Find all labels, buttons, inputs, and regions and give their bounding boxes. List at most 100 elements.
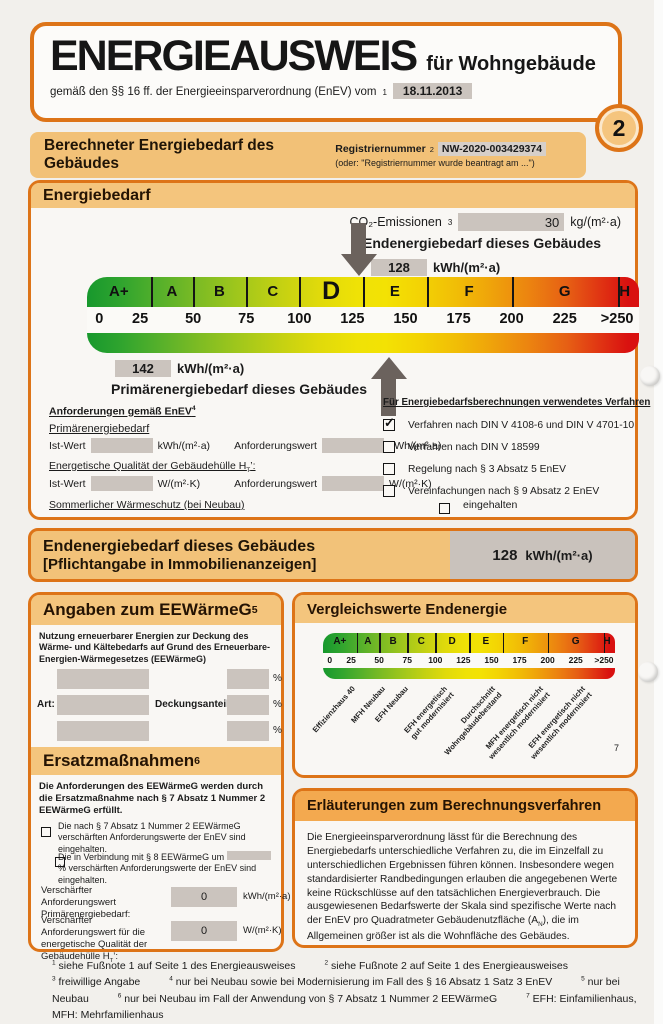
endenergie-arrow-head-icon <box>341 254 377 276</box>
law-footnote-mark: 1 <box>382 88 387 97</box>
punch-hole <box>638 662 658 682</box>
primaer-value-row: 142 kWh/(m²·a) <box>115 360 244 377</box>
eewaermeg-box: Angaben zum EEWärmeG 5 Nutzung erneuerbar… <box>28 592 291 964</box>
ersatz-percent-field[interactable] <box>226 851 271 860</box>
unit: W/(m²·K) <box>157 477 201 490</box>
primaer-arrow-icon <box>381 378 396 416</box>
ersatz-check1-label: Die nach § 7 Absatz 1 Nummer 2 EEWärmeG … <box>58 821 246 854</box>
pflicht-line2: [Pflichtangabe in Immobilienanzeigen] <box>43 556 317 573</box>
vergleich-header: Vergleichswerte Endenergie <box>295 595 635 623</box>
ersatz-desc: Die Anforderungen des EEWärmeG werden du… <box>39 781 266 816</box>
punch-hole <box>640 366 660 386</box>
scale-tick: 75 <box>238 311 255 327</box>
footnote: 1 siehe Fußnote 1 auf Seite 1 des Energi… <box>52 959 296 973</box>
eingehalten-label: eingehalten <box>463 499 518 511</box>
page-number: 2 <box>612 114 626 141</box>
eewaermeg-desc: Nutzung erneuerbarer Energien zur Deckun… <box>39 631 271 664</box>
ersatz-checkbox-1[interactable] <box>41 826 51 837</box>
energiebedarf-header: Energiebedarf <box>31 183 635 208</box>
anforderungswert-label: Anforderungswert <box>234 477 318 490</box>
scale-class-label: B <box>214 283 225 300</box>
primaer-value-field: 142 <box>115 360 171 377</box>
primaer-anforderung-field[interactable] <box>321 438 384 453</box>
co2-value-field[interactable]: 30 <box>458 213 565 231</box>
ersatz-row1-field[interactable]: 0 <box>171 887 237 907</box>
scale-class-label: E <box>389 283 400 300</box>
ist-label: Ist-Wert <box>49 477 86 490</box>
sommer-label: Sommerlicher Wärmeschutz (bei Neubau) <box>49 499 245 511</box>
scale-class-label: H <box>619 283 631 300</box>
eewaermeg-art-field[interactable] <box>57 669 149 689</box>
registry-number-field[interactable]: NW-2020-003429374 <box>437 142 547 156</box>
primaer-unit: kWh/(m²·a) <box>177 361 245 376</box>
footnote: 6 nur bei Neubau im Fall der Anwendung v… <box>117 992 498 1005</box>
vergleich-lower-band <box>323 668 615 679</box>
percent-sign: % <box>273 673 282 684</box>
pflicht-unit: kWh/(m²·a) <box>525 547 593 563</box>
footnote: 2 siehe Fußnote 2 auf Seite 1 des Energi… <box>324 959 568 973</box>
huelle-anforderung-field[interactable] <box>322 476 385 491</box>
energy-scale-tick-band: 0 25 50 75 100 125 150 175 200 225 >250 <box>87 307 639 333</box>
anforderungswert-label: Anforderungswert <box>234 439 317 452</box>
anforderungen-title: Anforderungen gemäß EnEV <box>49 405 192 418</box>
page-subtitle: für Wohngebäude <box>426 53 596 75</box>
deckungsanteil-label: Deckungsanteil: <box>155 699 233 710</box>
deckungsanteil-field[interactable] <box>227 721 269 741</box>
footnote: 5 nur bei Neubau <box>52 975 620 1005</box>
endenergie-arrow-icon <box>351 223 366 255</box>
co2-value: 30 <box>544 214 560 230</box>
huelle-ist-row: Ist-Wert W/(m²·K) Anforderungswert W/(m²… <box>49 476 432 491</box>
verfahren-checkbox[interactable] <box>383 463 395 475</box>
scale-class-label: A+ <box>109 283 129 300</box>
unit: kWh/(m²·a) <box>157 439 211 452</box>
eewaermeg-art-field[interactable] <box>57 721 149 741</box>
verfahren-label: Verfahren nach DIN V 18599 <box>408 441 540 453</box>
ersatz-row2-unit: W/(m²·K) <box>243 925 282 936</box>
scale-tick: 175 <box>446 311 471 327</box>
scale-tick: 25 <box>132 311 149 327</box>
scan-edge <box>654 0 663 1024</box>
pflicht-value: 128 <box>492 546 518 564</box>
erlaeuterungen-title: Erläuterungen zum Berechnungsverfahren <box>307 798 602 814</box>
ersatz-title: Ersatzmaßnahmen <box>43 751 195 770</box>
deckungsanteil-field[interactable] <box>227 669 269 689</box>
huelle-ist-field[interactable] <box>90 476 153 491</box>
unit: W/(m²·K) <box>389 477 432 490</box>
sommer-checkbox[interactable] <box>439 503 450 515</box>
page-title: ENERGIEAUSWEIS <box>50 32 418 80</box>
anforderungen-title-row: Anforderungen gemäß EnEV4 <box>49 405 196 418</box>
verfahren-item: Verfahren nach DIN V 18599 <box>383 441 540 453</box>
ersatz-checkbox-2[interactable] <box>55 856 66 867</box>
deckungsanteil-field[interactable] <box>227 695 269 715</box>
verfahren-checkbox[interactable] <box>383 441 395 453</box>
verfahren-label: Verfahren nach DIN V 4108-6 und DIN V 47… <box>408 419 635 431</box>
co2-footnote-mark: 3 <box>447 217 453 227</box>
scale-tick: 0 <box>95 311 104 327</box>
energy-scale: A+ A B C D E F G H 0 25 50 75 100 125 15… <box>87 277 639 353</box>
verfahren-item: Regelung nach § 3 Absatz 5 EnEV <box>383 463 566 475</box>
primaer-ist-field[interactable] <box>90 438 153 453</box>
endenergie-value-row: 128 kWh/(m²·a) <box>371 259 500 276</box>
vergleich-scale: A+ A B C D E F G H 0 25 50 75 100 125 15… <box>323 633 615 679</box>
verfahren-checkbox[interactable]: ✓ <box>383 415 395 431</box>
verfahren-checkbox[interactable] <box>383 485 395 497</box>
verfahren-item: Vereinfachungen nach § 9 Absatz 2 EnEV <box>383 485 599 497</box>
co2-label: CO₂-Emissionen <box>349 215 442 229</box>
scale-tick: 150 <box>393 311 418 327</box>
ist-label: Ist-Wert <box>49 439 86 452</box>
ersatz-row2-field[interactable]: 0 <box>171 921 237 941</box>
erlaeuterungen-header: Erläuterungen zum Berechnungsverfahren <box>295 791 635 821</box>
eewaermeg-header: Angaben zum EEWärmeG 5 <box>31 595 281 625</box>
verfahren-label: Vereinfachungen nach § 9 Absatz 2 EnEV <box>408 485 600 497</box>
co2-unit: kg/(m²·a) <box>570 215 621 229</box>
section-bar-title: Berechneter Energiebedarf des Gebäudes <box>44 137 275 172</box>
endenergie-value-field: 128 <box>371 259 427 276</box>
eewaermeg-title: Angaben zum EEWärmeG <box>43 600 252 619</box>
primaer-label: Primärenergiebedarf dieses Gebäudes <box>111 381 367 397</box>
eewaermeg-art-field[interactable] <box>57 695 149 715</box>
verfahren-label: Regelung nach § 3 Absatz 5 EnEV <box>408 463 566 475</box>
unit: kWh/(m²·a) <box>388 439 442 452</box>
pflicht-band: Endenergiebedarf dieses Gebäudes [Pflich… <box>28 528 638 582</box>
scale-tick: 225 <box>552 311 577 327</box>
issue-date-field[interactable]: 18.11.2013 <box>392 83 473 99</box>
